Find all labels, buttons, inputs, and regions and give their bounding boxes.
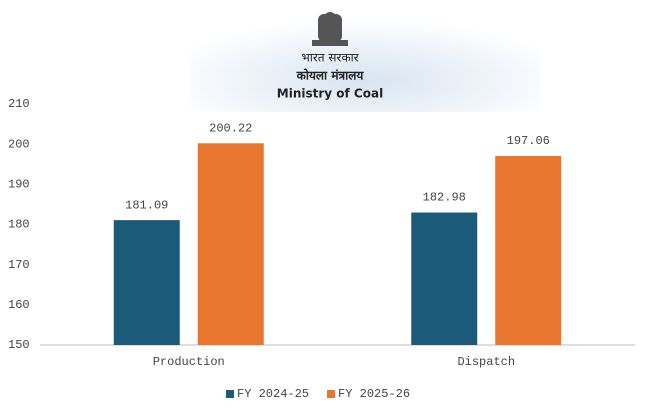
bar [411, 212, 478, 345]
value-label: 182.98 [423, 191, 466, 205]
value-label: 200.22 [209, 121, 252, 135]
legend-swatch [226, 390, 234, 398]
emblem-caption: भारत सरकार [301, 51, 359, 65]
ministry-english: Ministry of Coal [277, 87, 383, 101]
bar [197, 143, 264, 345]
bar [113, 220, 180, 345]
y-tick-label: 210 [8, 97, 30, 111]
x-tick-label: Dispatch [457, 355, 515, 369]
legend-label: FY 2025-26 [338, 387, 410, 401]
y-tick-label: 200 [8, 137, 30, 151]
legend-swatch [327, 390, 336, 398]
x-tick-label: Production [153, 355, 225, 369]
y-tick-label: 150 [8, 338, 30, 352]
y-tick-label: 190 [8, 178, 30, 192]
header-background [190, 8, 540, 112]
value-label: 181.09 [125, 198, 168, 212]
y-tick-label: 160 [8, 298, 30, 312]
value-label: 197.06 [507, 134, 550, 148]
legend-label: FY 2024-25 [237, 387, 309, 401]
bar [495, 155, 562, 345]
emblem [312, 12, 348, 46]
y-tick-label: 170 [8, 258, 30, 272]
ministry-hindi: कोयला मंत्रालय [296, 69, 365, 83]
y-tick-label: 180 [8, 218, 30, 232]
